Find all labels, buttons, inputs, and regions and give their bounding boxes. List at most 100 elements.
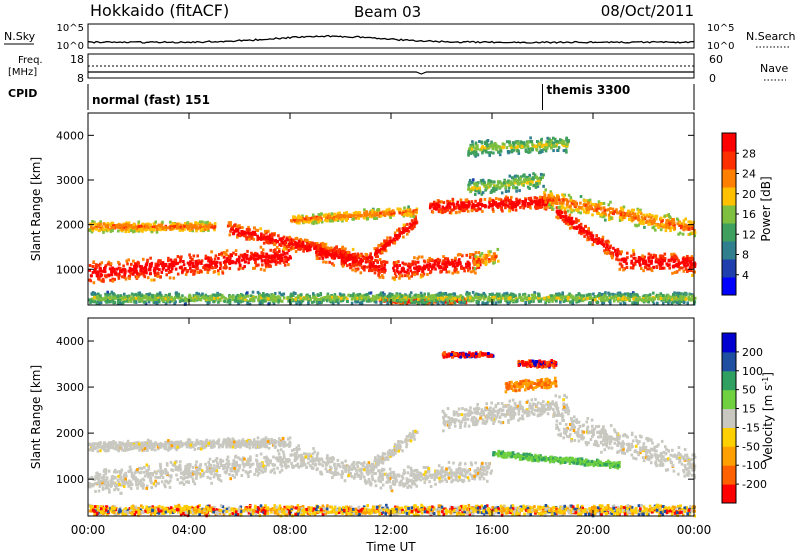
- scatter-cell: [104, 292, 107, 296]
- scatter-cell: [285, 238, 288, 242]
- scatter-cell: [244, 255, 247, 259]
- scatter-cell: [363, 265, 366, 269]
- scatter-cell: [473, 262, 476, 266]
- scatter-cell: [196, 254, 199, 258]
- scatter-cell: [232, 251, 235, 255]
- cpid-mode-normal: normal (fast) 151: [92, 93, 210, 107]
- scatter-cell: [492, 201, 495, 205]
- scatter-cell: [285, 247, 289, 251]
- scatter-cell: [485, 186, 489, 190]
- scatter-cell: [305, 295, 308, 299]
- scatter-cell: [486, 147, 489, 151]
- scatter-cell: [294, 240, 297, 244]
- scatter-cell: [344, 253, 348, 257]
- scatter-cell: [276, 239, 279, 243]
- scatter-cell: [92, 260, 96, 264]
- scatter-cell: [444, 267, 447, 271]
- scatter-cell: [478, 186, 481, 190]
- scatter-cell: [174, 300, 177, 304]
- scatter-cell: [343, 215, 347, 219]
- scatter-cell: [368, 291, 371, 295]
- scatter-cell: [672, 218, 675, 222]
- scatter-cell: [325, 260, 328, 264]
- scatter-cell: [366, 216, 370, 220]
- scatter-cell: [601, 240, 604, 244]
- scatter-cell: [270, 238, 273, 242]
- scatter-cell: [564, 198, 568, 201]
- scatter-cell: [142, 273, 146, 277]
- scatter-cell: [241, 232, 244, 236]
- scatter-cell: [534, 185, 538, 189]
- scatter-cell: [513, 174, 517, 178]
- scatter-cell: [642, 300, 646, 304]
- scatter-cell: [186, 261, 190, 265]
- scatter-cell: [419, 275, 423, 279]
- scatter-cell: [379, 211, 382, 215]
- scatter-cell: [268, 302, 272, 305]
- scatter-cell: [324, 218, 327, 222]
- scatter-cell: [316, 217, 320, 220]
- scatter-cell: [593, 238, 596, 242]
- scatter-cell: [370, 213, 374, 217]
- scatter-cell: [616, 253, 619, 257]
- scatter-cell: [603, 249, 606, 253]
- scatter-cell: [190, 227, 194, 231]
- scatter-cell: [502, 145, 506, 149]
- scatter-cell: [439, 265, 443, 269]
- scatter-cell: [127, 230, 130, 233]
- scatter-cell: [560, 201, 564, 205]
- scatter-cell: [587, 227, 590, 231]
- scatter-cell: [503, 178, 506, 182]
- scatter-cell: [552, 149, 555, 153]
- scatter-cell: [475, 146, 478, 150]
- scatter-cell: [219, 263, 223, 267]
- scatter-cell: [442, 255, 445, 259]
- scatter-cell: [122, 264, 125, 268]
- scatter-cell: [477, 258, 480, 261]
- scatter-cell: [280, 243, 283, 246]
- scatter-cell: [587, 206, 591, 209]
- scatter-cell: [368, 269, 371, 273]
- scatter-cell: [554, 140, 558, 144]
- scatter-cell: [494, 201, 497, 205]
- scatter-cell: [579, 229, 583, 233]
- scatter-cell: [257, 236, 261, 240]
- scatter-cell: [619, 252, 622, 256]
- scatter-cell: [171, 266, 174, 270]
- scatter-cell: [333, 246, 337, 250]
- scatter-cell: [149, 227, 153, 231]
- scatter-cell: [507, 199, 511, 203]
- scatter-cell: [456, 253, 460, 257]
- scatter-cell: [356, 255, 360, 259]
- scatter-cell: [324, 245, 327, 248]
- scatter-cell: [690, 294, 694, 298]
- scatter-cell: [467, 152, 470, 156]
- scatter-cell: [643, 255, 646, 259]
- scatter-cell: [263, 259, 267, 262]
- scatter-cell: [407, 272, 410, 275]
- scatter-cell: [538, 198, 541, 202]
- scatter-cell: [499, 202, 502, 205]
- scatter-cell: [252, 232, 256, 236]
- scatter-cell: [692, 262, 695, 266]
- scatter-cell: [97, 263, 100, 267]
- scatter-cell: [382, 246, 386, 250]
- scatter-cell: [391, 213, 395, 217]
- scatter-cell: [402, 235, 405, 239]
- scatter-cell: [536, 206, 540, 210]
- scatter-cell: [589, 200, 592, 204]
- scatter-cell: [461, 254, 464, 258]
- scatter-cell: [652, 219, 656, 223]
- scatter-cell: [682, 261, 686, 265]
- scatter-cell: [376, 249, 379, 253]
- scatter-cell: [636, 259, 639, 263]
- scatter-cell: [181, 227, 184, 231]
- scatter-cell: [552, 144, 555, 148]
- scatter-cell: [260, 259, 264, 263]
- scatter-cell: [529, 199, 533, 203]
- scatter-cell: [374, 259, 377, 262]
- nsky-line: [87, 34, 694, 44]
- scatter-cell: [119, 294, 123, 298]
- scatter-cell: [433, 262, 437, 266]
- scatter-cell: [474, 183, 477, 187]
